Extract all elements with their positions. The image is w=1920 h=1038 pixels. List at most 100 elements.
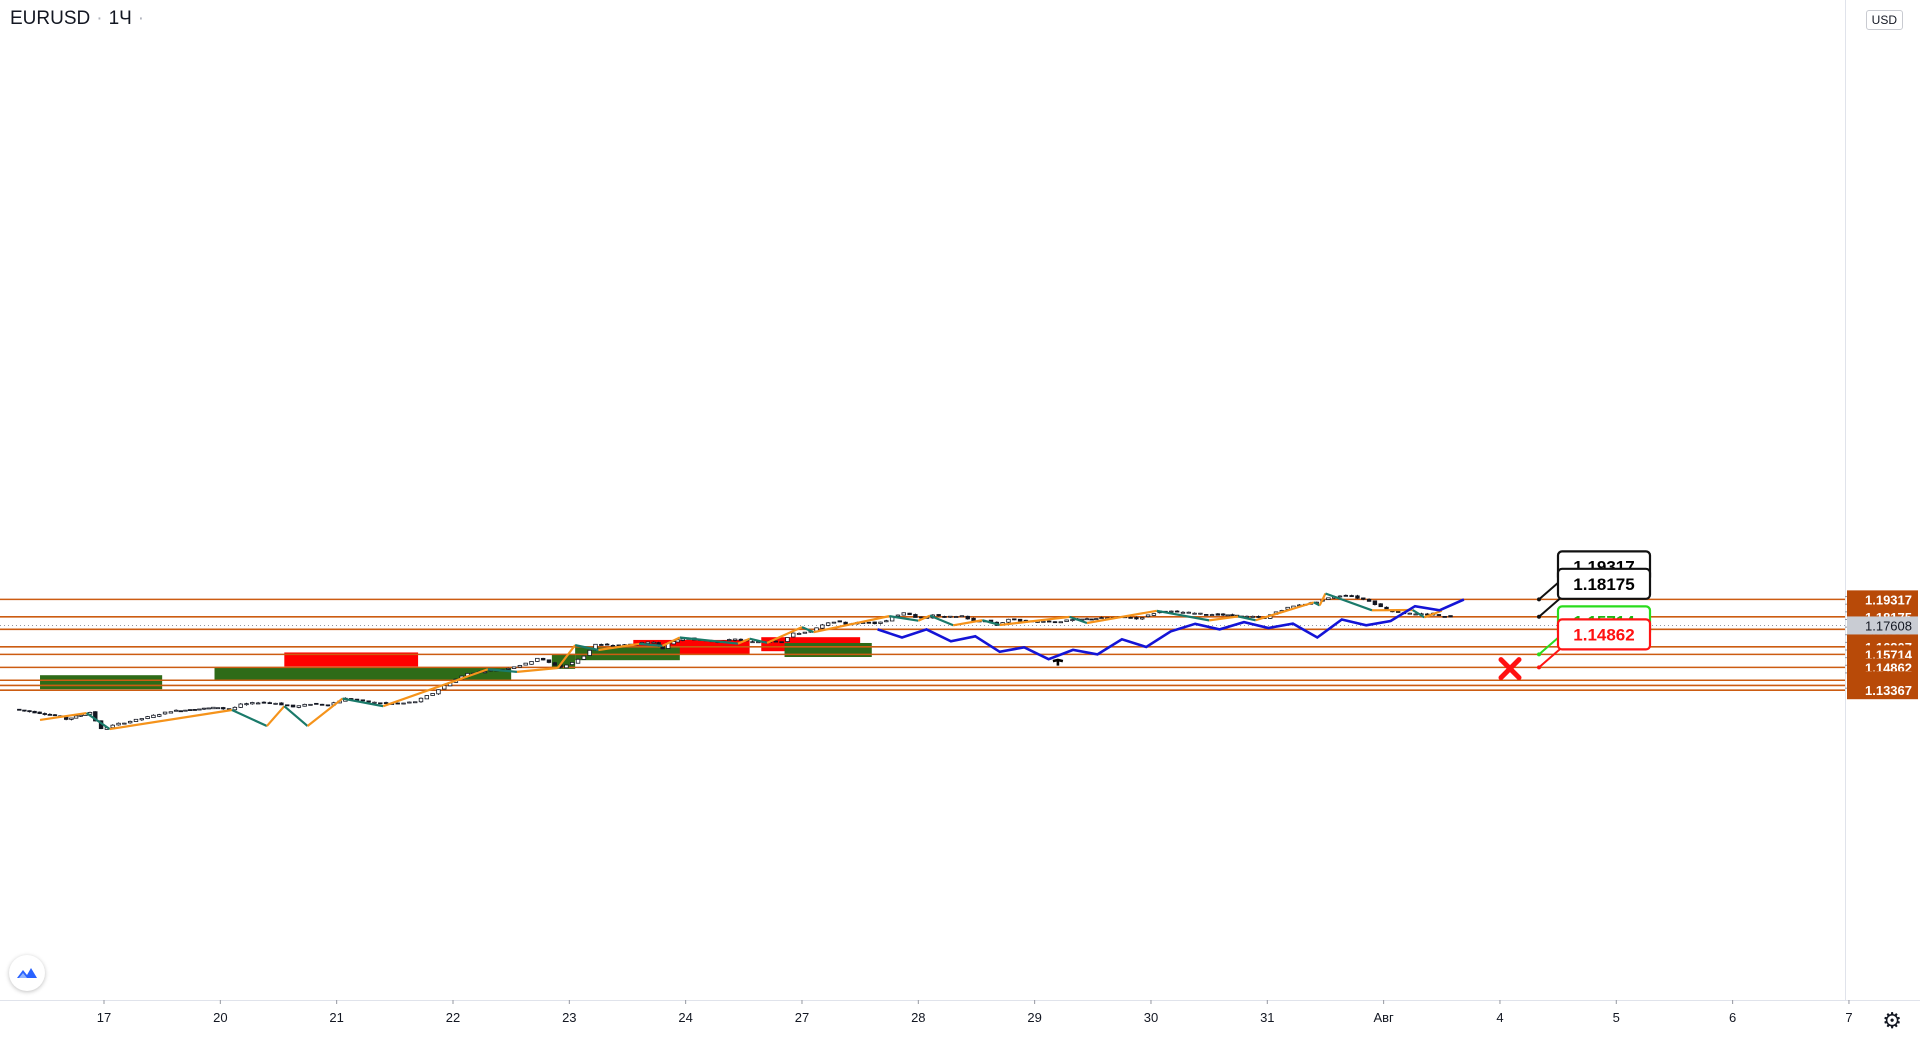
candle-up [116, 722, 121, 726]
candle-down [1012, 618, 1017, 621]
time-tick-label: 17 [97, 1010, 111, 1025]
candle-down [285, 704, 290, 707]
up-arrow-icon [1052, 658, 1064, 666]
candle-up [1413, 613, 1418, 616]
candle-up [511, 666, 517, 669]
zigzag-up-segment [999, 615, 1070, 627]
candle-down [314, 702, 319, 705]
candle-down [366, 700, 371, 703]
candle-down [1361, 597, 1366, 600]
time-tick-label: 27 [795, 1010, 809, 1025]
candle-up [1151, 613, 1157, 616]
zigzag-up-segment [598, 642, 640, 652]
candle-up [564, 664, 569, 669]
zigzag-down-segment [889, 615, 919, 622]
time-tick-label: Авг [1373, 1010, 1394, 1025]
candle-up [796, 632, 802, 635]
candle-down [837, 620, 842, 623]
candle-up [430, 693, 435, 696]
zigzag-up-segment [953, 619, 983, 627]
candle-down [178, 710, 183, 713]
candle-up [1198, 612, 1203, 615]
candle-up [308, 703, 313, 706]
current-price-tag [1847, 616, 1918, 635]
candle-down [1215, 613, 1221, 616]
candle-up [232, 706, 238, 711]
candle-up [802, 631, 808, 634]
candle-down [1442, 615, 1447, 618]
symbol-title[interactable]: EURUSD · 1Ч · [10, 8, 145, 29]
gear-icon[interactable]: ⚙ [1882, 1008, 1902, 1033]
time-tick-label: 5 [1613, 1010, 1620, 1025]
candle-up [133, 718, 139, 722]
candle-down [267, 702, 272, 705]
time-tick-label: 7 [1845, 1010, 1852, 1025]
zigzag-up-segment [266, 705, 286, 727]
candle-down [32, 710, 37, 714]
current-price-text: 1.17608 [1865, 618, 1912, 633]
level-price-tag [1847, 590, 1918, 609]
price-axis[interactable]: 1.195001.190001.185001.180001.175001.170… [1845, 589, 1918, 700]
candle-up [1099, 617, 1104, 619]
candle-up [1169, 610, 1174, 613]
candle-down [1089, 618, 1094, 621]
candle-up [831, 621, 837, 624]
zigzag-down-segment [85, 712, 111, 731]
candle-up [401, 702, 406, 705]
zigzag-down-segment [1325, 592, 1373, 612]
time-axis[interactable]: 17 20 21 22 23 24 27 28 29 30 31 Авг 4 5 6 7 [97, 1000, 1853, 1025]
candle-down [1366, 598, 1372, 602]
candle-up [948, 615, 953, 618]
currency-badge[interactable]: USD [1865, 10, 1903, 30]
candle-up [959, 615, 965, 618]
candle-down [319, 703, 325, 706]
candle-up [651, 641, 656, 644]
tradingview-logo-icon[interactable] [9, 955, 45, 991]
candle-up [151, 714, 156, 719]
candle-up [535, 657, 540, 662]
candle-up [825, 622, 831, 626]
candle-up [785, 637, 790, 642]
candle-down [42, 713, 47, 715]
candle-down [546, 659, 552, 663]
candle-up [201, 707, 207, 710]
candle-down [63, 716, 69, 720]
candle-down [360, 699, 366, 702]
candle-up [587, 649, 592, 656]
symbol-name: EURUSD [10, 8, 91, 29]
zigzag-down-segment [487, 668, 518, 673]
candle-up [255, 702, 261, 705]
candle-down [773, 640, 779, 643]
callout-label: 1.18175 [1573, 575, 1634, 594]
candle-up [407, 701, 412, 704]
time-tick-label: 20 [213, 1010, 227, 1025]
candle-up [575, 658, 581, 664]
zigzag-layer [39, 592, 1443, 731]
candle-up [122, 722, 127, 725]
candle-down [866, 621, 872, 624]
time-tick-label: 22 [446, 1010, 460, 1025]
candle-up [529, 661, 534, 665]
level-price-text: 1.13367 [1865, 683, 1912, 698]
candle-down [965, 615, 970, 620]
candle-down [843, 621, 848, 625]
zigzag-up-segment [917, 614, 931, 622]
candle-up [1070, 619, 1075, 622]
candle-down [279, 702, 284, 706]
demand-zone [40, 675, 163, 690]
zigzag-down-segment [929, 614, 954, 627]
candle-down [1174, 610, 1180, 613]
zigzag-down-segment [574, 644, 599, 652]
candle-up [1145, 614, 1151, 617]
candle-up [1041, 620, 1046, 623]
candle-down [1349, 595, 1354, 597]
candle-up [820, 624, 825, 629]
forecast-layer [877, 598, 1465, 661]
zigzag-down-segment [1069, 615, 1088, 625]
candle-up [372, 701, 377, 704]
candle-up [482, 671, 488, 674]
candle-down [37, 711, 42, 714]
zigzag-up-segment [556, 644, 577, 669]
